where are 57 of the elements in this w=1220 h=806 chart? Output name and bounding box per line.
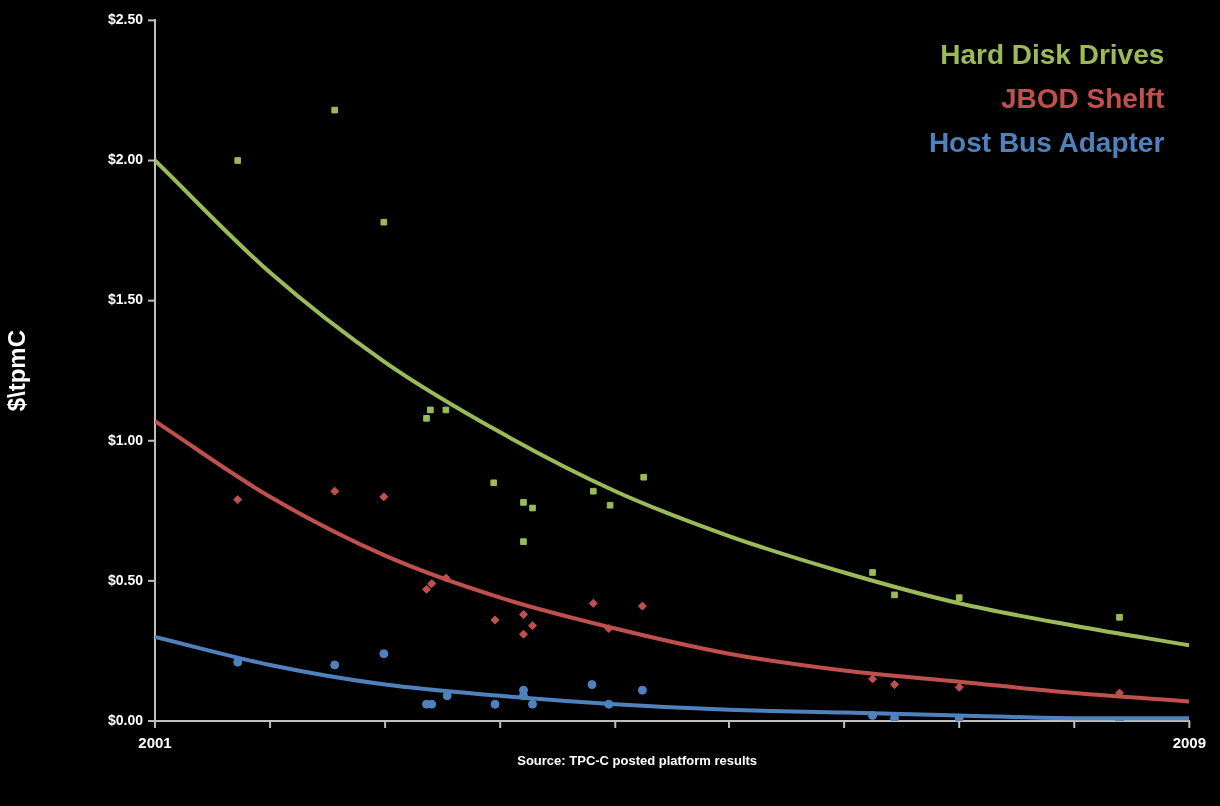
point [588,598,598,608]
point [587,680,597,690]
point [518,629,528,639]
point [891,591,898,599]
point [490,615,500,625]
point [442,406,450,414]
point [637,601,647,611]
point [604,624,614,634]
point [954,682,964,692]
point [423,415,430,422]
y-axis-title: $\tpmC [3,330,31,412]
point [490,479,498,487]
x-tick-label: 2001 [138,734,172,752]
point [490,699,500,709]
point [589,487,597,495]
point [868,674,878,684]
point [234,157,242,164]
point [528,621,538,631]
point [331,106,339,114]
point [520,499,527,506]
point [330,486,340,496]
x-tick-label: 2009 [1172,734,1206,752]
point [890,680,900,690]
point [637,685,647,695]
y-tick-label: $2.00 [107,151,144,168]
point [604,699,614,709]
point [233,495,243,505]
point [868,710,878,720]
point [518,610,528,620]
text: Host Bus Adapter [928,127,1165,159]
text: Hard Disk Drives [940,39,1165,71]
point [528,699,538,709]
point [1116,613,1123,621]
source-note: Source: TPC-C posted platform results [517,752,758,768]
point [869,569,876,576]
text: JBOD Shelft [1000,83,1165,115]
point [427,406,434,414]
y-tick-label: $2.50 [107,11,144,28]
y-tick-label: $1.00 [107,431,144,448]
point [330,660,340,670]
point [606,501,614,509]
point [520,538,527,545]
point [379,649,389,659]
point [529,504,536,512]
y-tick-label: $1.50 [107,291,144,308]
point [955,594,963,602]
point [427,579,437,589]
point [442,691,452,701]
line-series [155,419,1190,704]
point [422,584,432,594]
y-tick-label: $0.00 [107,711,144,728]
point [954,713,964,721]
point [379,492,389,502]
line-series [155,158,1190,648]
y-tick-label: $0.50 [107,571,144,588]
point [640,473,648,481]
point [380,218,388,226]
